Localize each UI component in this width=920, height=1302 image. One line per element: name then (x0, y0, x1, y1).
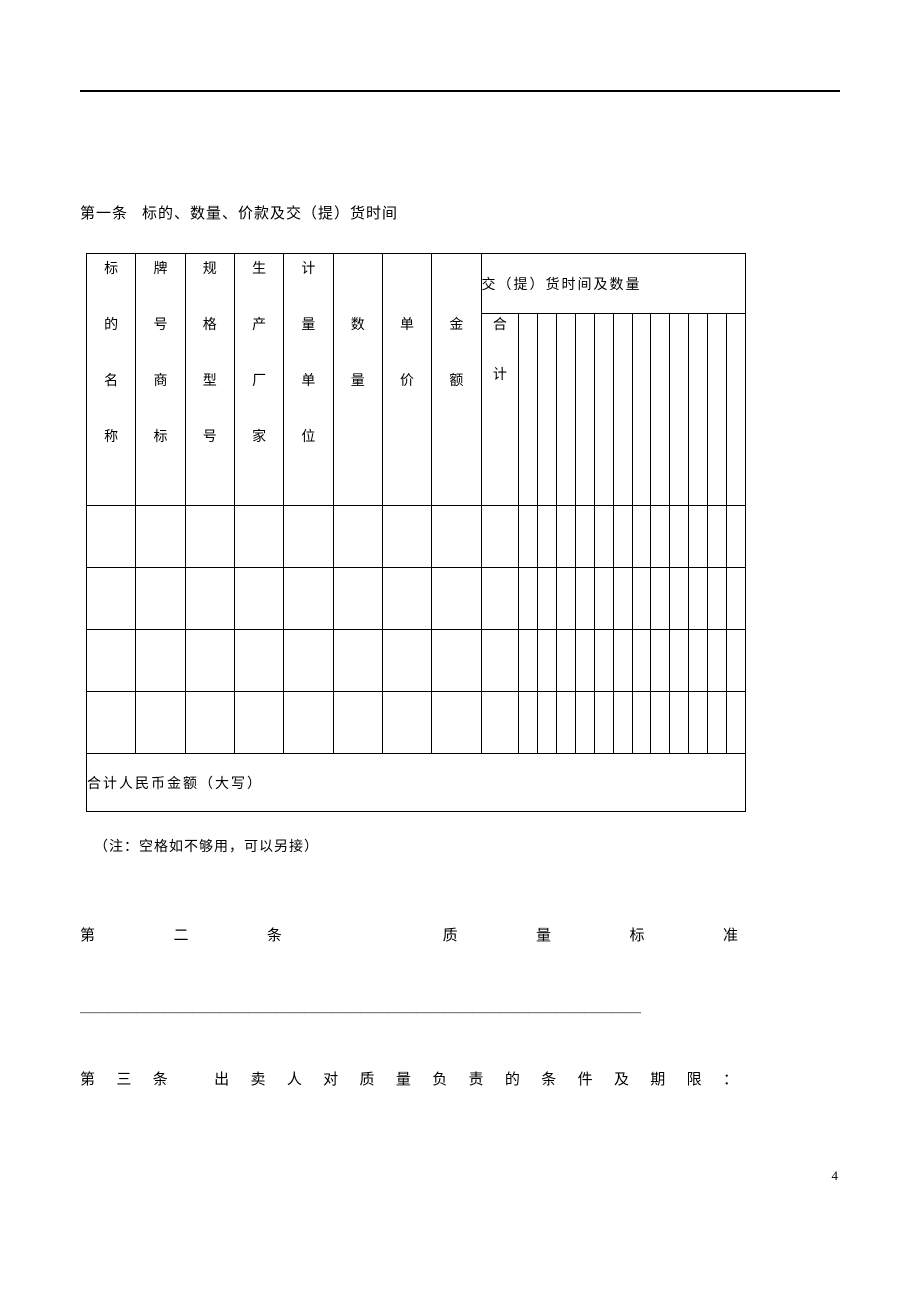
article-1-title: 第一条标的、数量、价款及交（提）货时间 (80, 202, 840, 223)
goods-table: 标 的 名 称 牌 号 商 标 规 格 型 号 (86, 253, 746, 812)
table-row (87, 506, 746, 568)
th-delivery: 交（提）货时间及数量 (481, 254, 746, 314)
th-slot (557, 314, 576, 506)
th-slot (726, 314, 745, 506)
th-slot (575, 314, 594, 506)
th-brand: 牌 号 商 标 (136, 254, 185, 506)
article-2: 第二条 质量标准 (80, 924, 740, 945)
article-1-number: 第一条 (80, 206, 128, 222)
th-unit-price: 单 价 (382, 254, 431, 506)
fill-line: ＿＿＿＿＿＿＿＿＿＿＿＿＿＿＿＿＿＿＿＿＿＿＿＿＿＿＿＿＿＿＿＿＿＿＿＿＿＿＿＿ (80, 995, 670, 1016)
table-footer-row: 合计人民币金额（大写） (87, 754, 746, 812)
th-slot (538, 314, 557, 506)
table-row (87, 630, 746, 692)
th-slot (689, 314, 708, 506)
th-manufacturer: 生 产 厂 家 (234, 254, 283, 506)
article-1-text: 标的、数量、价款及交（提）货时间 (142, 206, 398, 222)
top-horizontal-rule (80, 90, 840, 92)
th-slot (613, 314, 632, 506)
th-slot (670, 314, 689, 506)
table-note: （注：空格如不够用，可以另接） (94, 836, 840, 856)
th-slot (632, 314, 651, 506)
th-name: 标 的 名 称 (87, 254, 136, 506)
th-slot (519, 314, 538, 506)
total-rmb-label: 合计人民币金额（大写） (87, 754, 746, 812)
article-3: 第三条 出卖人对质量负责的条件及期限： (80, 1068, 740, 1089)
th-slot (651, 314, 670, 506)
table-row (87, 692, 746, 754)
th-amount: 金 额 (432, 254, 481, 506)
th-quantity: 数 量 (333, 254, 382, 506)
th-slot (594, 314, 613, 506)
th-unit: 计 量 单 位 (284, 254, 333, 506)
page-number: 4 (832, 1168, 839, 1184)
table-row (87, 568, 746, 630)
th-slot (708, 314, 727, 506)
th-spec: 规 格 型 号 (185, 254, 234, 506)
th-heji: 合 计 (481, 314, 519, 506)
